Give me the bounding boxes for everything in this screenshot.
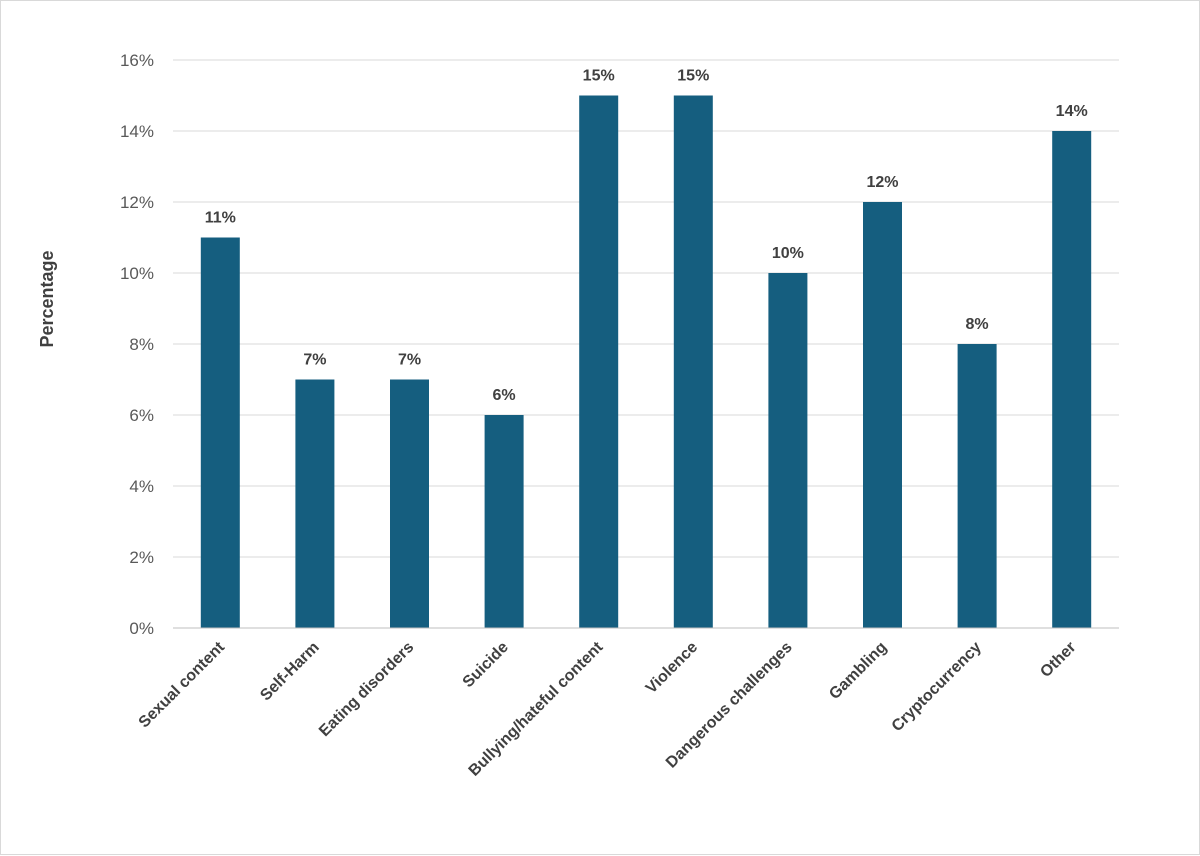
x-category-label: Self-Harm: [257, 639, 322, 704]
y-tick-label: 8%: [129, 335, 154, 354]
bar: [957, 344, 997, 628]
data-label: 15%: [677, 68, 709, 85]
data-label: 6%: [493, 387, 516, 404]
x-category-label: Eating disorders: [316, 639, 417, 740]
data-label: 7%: [398, 352, 421, 369]
bar: [295, 379, 335, 628]
data-label: 15%: [583, 68, 615, 85]
x-category-label: Other: [1037, 639, 1079, 681]
x-category-label: Suicide: [460, 639, 512, 691]
data-label: 10%: [772, 245, 804, 262]
data-label: 12%: [866, 174, 898, 191]
bar: [200, 237, 240, 628]
data-labels: 11% 7% 7% 6% 15% 15% 10% 12% 8% 14%: [205, 68, 1088, 405]
data-label: 7%: [303, 352, 326, 369]
y-tick-label: 14%: [120, 122, 154, 141]
y-axis-ticks: 0% 2% 4% 6% 8% 10% 12% 14% 16%: [120, 51, 154, 638]
bar: [673, 95, 713, 628]
data-label: 14%: [1056, 103, 1088, 120]
y-tick-label: 6%: [129, 406, 154, 425]
data-label: 11%: [205, 210, 236, 227]
y-tick-label: 4%: [129, 477, 154, 496]
y-tick-label: 16%: [120, 51, 154, 70]
bar: [484, 415, 524, 628]
bar: [1052, 131, 1092, 628]
y-axis-title: Percentage: [37, 250, 57, 347]
y-tick-label: 0%: [129, 619, 154, 638]
bar: [390, 379, 429, 628]
bars: [200, 95, 1092, 628]
y-tick-label: 2%: [129, 548, 154, 567]
x-category-label: Gambling: [826, 639, 890, 703]
data-label: 8%: [966, 316, 989, 333]
bar: [579, 95, 619, 628]
x-category-label: Cryptocurrency: [889, 639, 985, 735]
x-category-label: Sexual content: [136, 638, 229, 731]
x-category-label: Violence: [643, 639, 701, 697]
y-tick-label: 10%: [120, 264, 154, 283]
y-tick-label: 12%: [120, 193, 154, 212]
bar: [768, 273, 808, 628]
bar: [863, 202, 902, 628]
